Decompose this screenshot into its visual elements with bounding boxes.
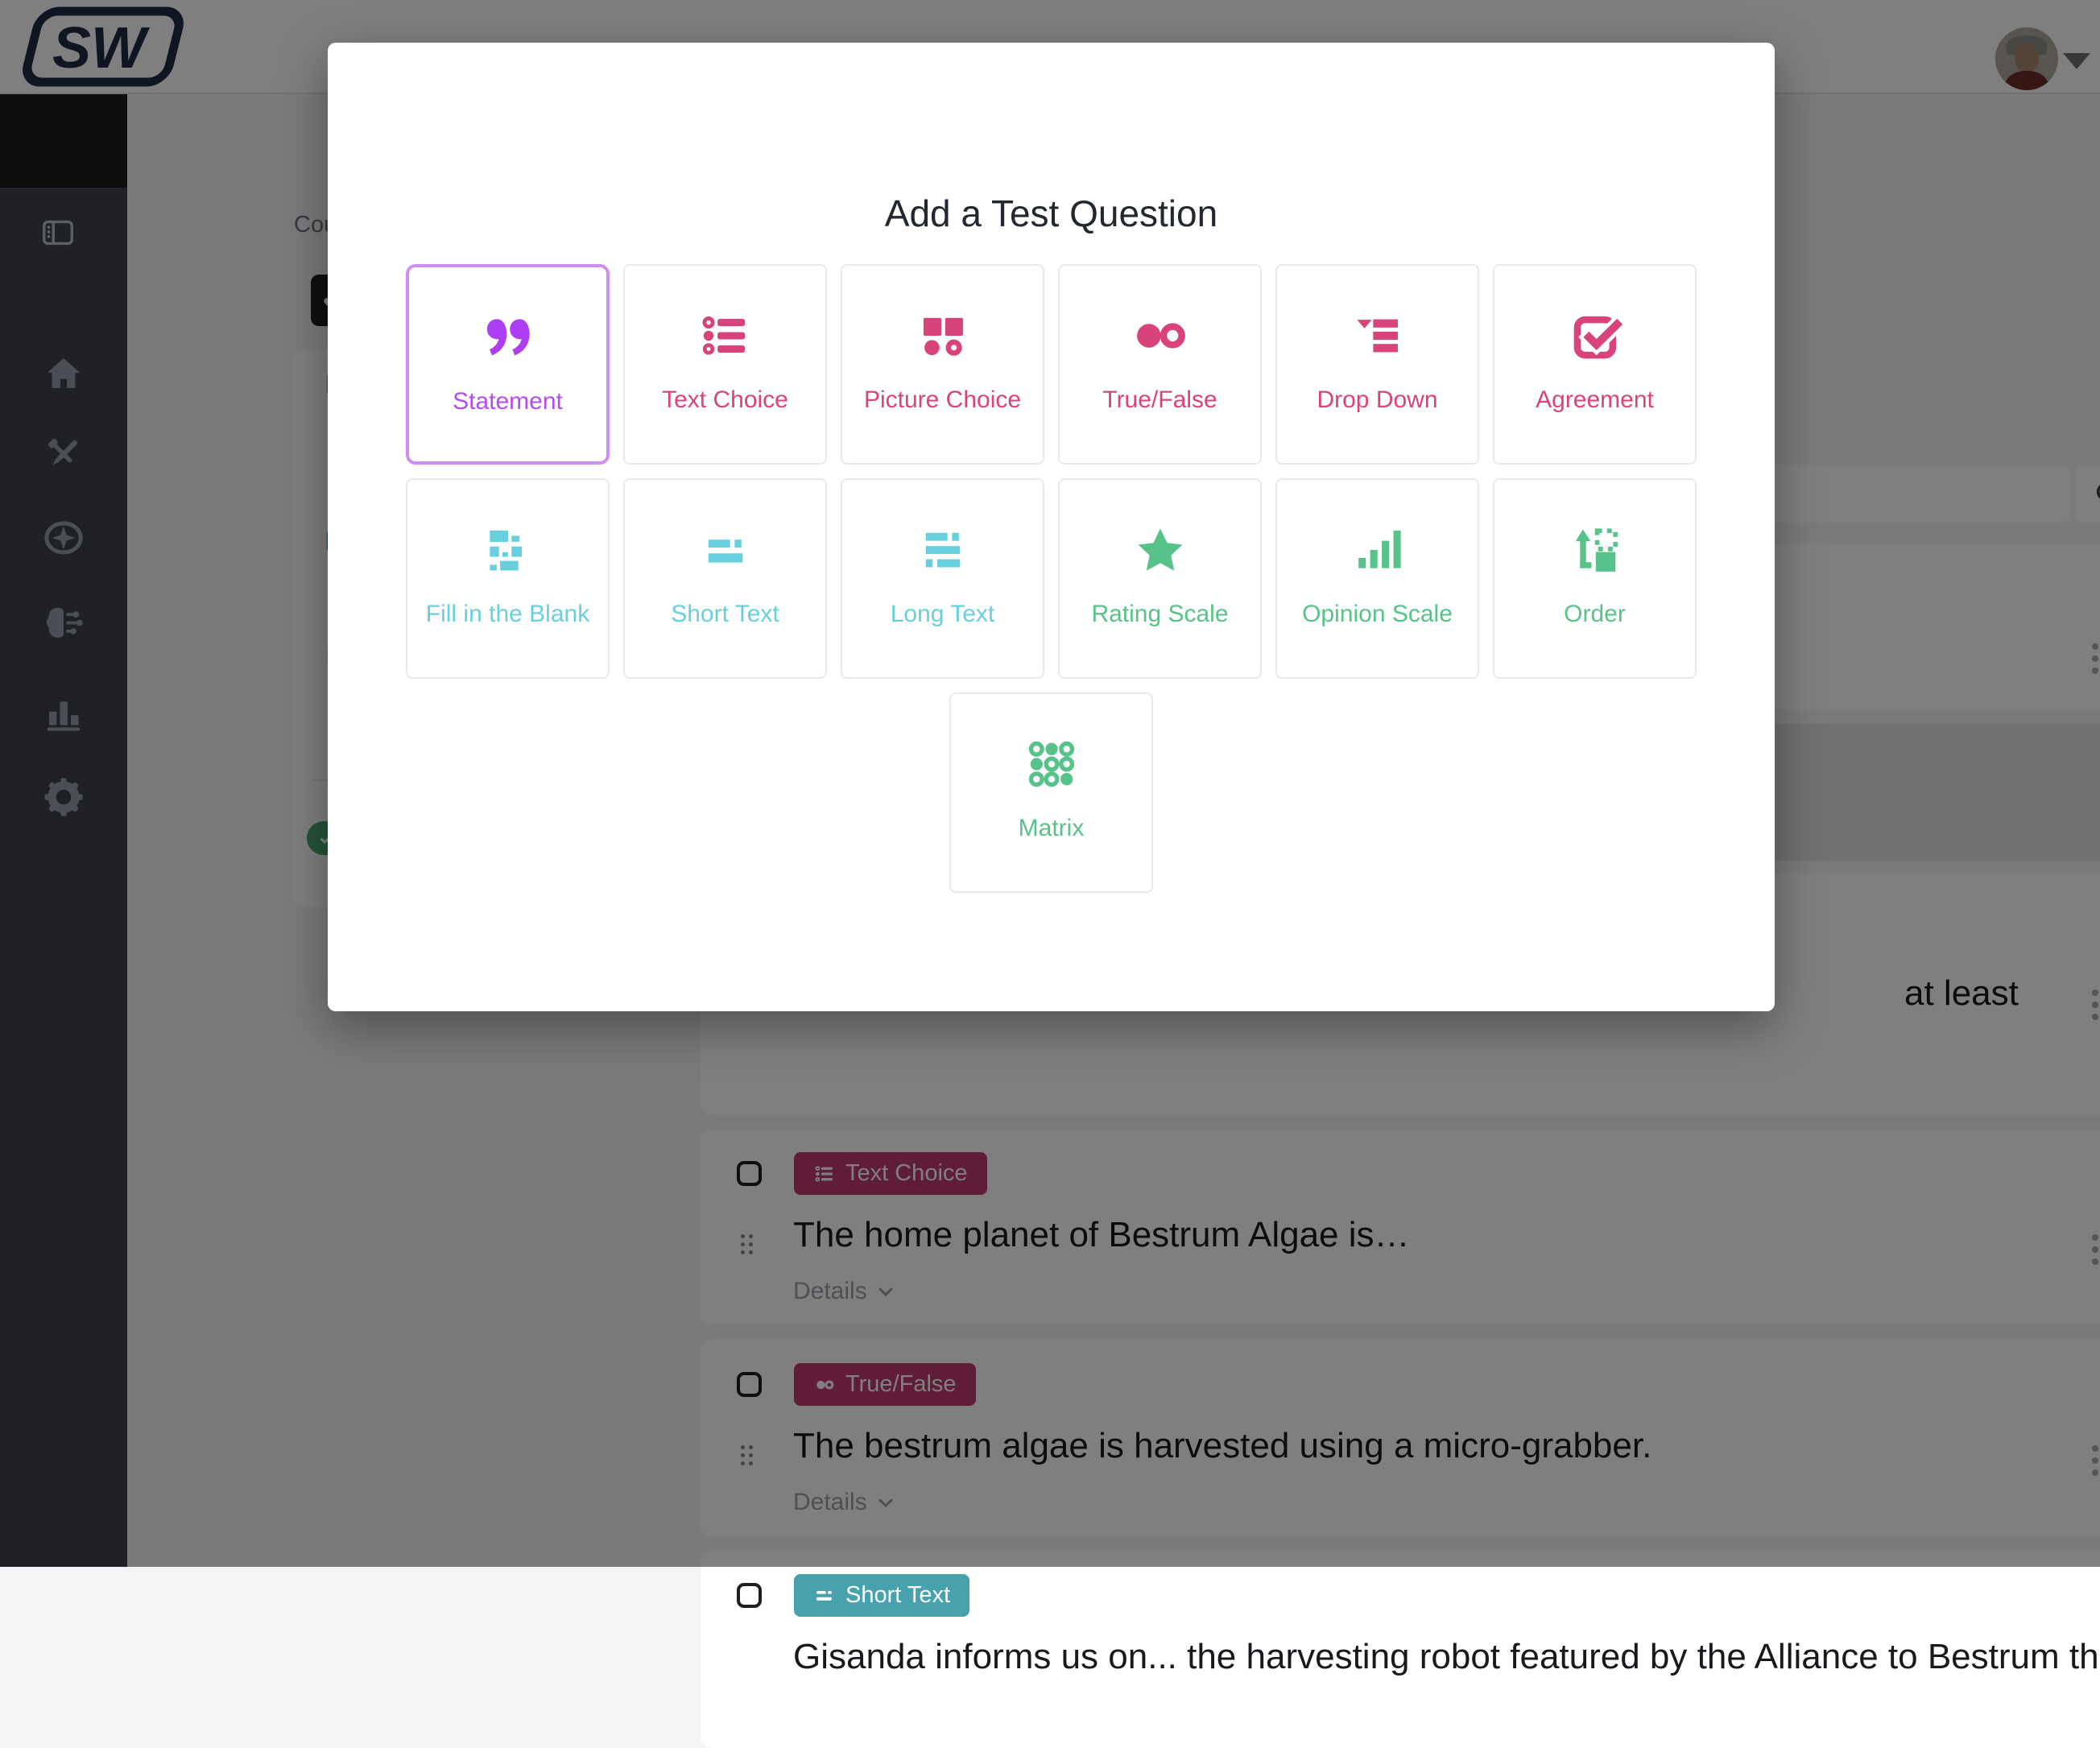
type-card-label: Fill in the Blank: [425, 601, 590, 627]
short-text-icon: [708, 539, 742, 563]
statement-icon: [486, 319, 530, 356]
badge-label: Short Text: [845, 1582, 951, 1608]
order-icon: [1575, 528, 1618, 572]
question-type-grid: Statement Text Choice Picture Choice: [406, 264, 1697, 907]
opinion-scale-icon: [1358, 530, 1401, 568]
type-card-long-text[interactable]: Long Text: [841, 478, 1044, 679]
type-card-label: Drop Down: [1317, 386, 1438, 413]
question-type-badge: Short Text: [794, 1574, 970, 1617]
question-card: Short Text Gisanda informs us on... the …: [701, 1550, 2100, 1748]
add-question-modal: Add a Test Question Statement Text Choic…: [328, 43, 1775, 1011]
type-card-label: Matrix: [1018, 815, 1085, 841]
type-card-order[interactable]: Order: [1493, 478, 1697, 679]
type-card-true-false[interactable]: True/False: [1058, 264, 1262, 465]
matrix-icon: [1028, 741, 1074, 787]
type-card-drop-down[interactable]: Drop Down: [1275, 264, 1479, 465]
type-card-label: Order: [1564, 601, 1626, 627]
text-choice-icon: [702, 316, 745, 355]
long-text-icon: [925, 532, 960, 568]
type-card-text-choice[interactable]: Text Choice: [623, 264, 827, 465]
type-card-label: Statement: [453, 388, 563, 415]
agreement-icon: [1573, 313, 1623, 359]
type-card-label: Short Text: [671, 601, 779, 627]
type-card-label: Rating Scale: [1091, 601, 1229, 627]
type-card-fill-in-the-blank[interactable]: Fill in the Blank: [406, 478, 610, 679]
fill-in-the-blank-icon: [489, 530, 522, 571]
type-card-agreement[interactable]: Agreement: [1493, 264, 1697, 465]
type-card-picture-choice[interactable]: Picture Choice: [841, 264, 1044, 465]
type-card-label: Agreement: [1536, 386, 1654, 413]
true-false-icon: [1136, 323, 1185, 349]
picture-choice-icon: [923, 317, 963, 356]
type-card-rating-scale[interactable]: Rating Scale: [1058, 478, 1262, 679]
type-card-matrix[interactable]: Matrix: [949, 692, 1153, 893]
question-text: Gisanda informs us on... the harvesting …: [793, 1637, 2100, 1676]
drop-down-icon: [1357, 319, 1398, 353]
type-card-label: Picture Choice: [863, 386, 1022, 413]
type-card-label: Text Choice: [662, 386, 788, 413]
type-card-short-text[interactable]: Short Text: [623, 478, 827, 679]
type-card-label: Long Text: [890, 601, 995, 627]
modal-title: Add a Test Question: [884, 192, 1218, 234]
short-text-icon: [816, 1590, 832, 1601]
type-card-statement[interactable]: Statement: [406, 264, 610, 465]
type-card-label: True/False: [1102, 386, 1217, 413]
rating-scale-star-icon: [1138, 528, 1182, 571]
question-checkbox[interactable]: [737, 1583, 762, 1608]
type-card-label: Opinion Scale: [1302, 601, 1453, 627]
type-card-opinion-scale[interactable]: Opinion Scale: [1275, 478, 1479, 679]
